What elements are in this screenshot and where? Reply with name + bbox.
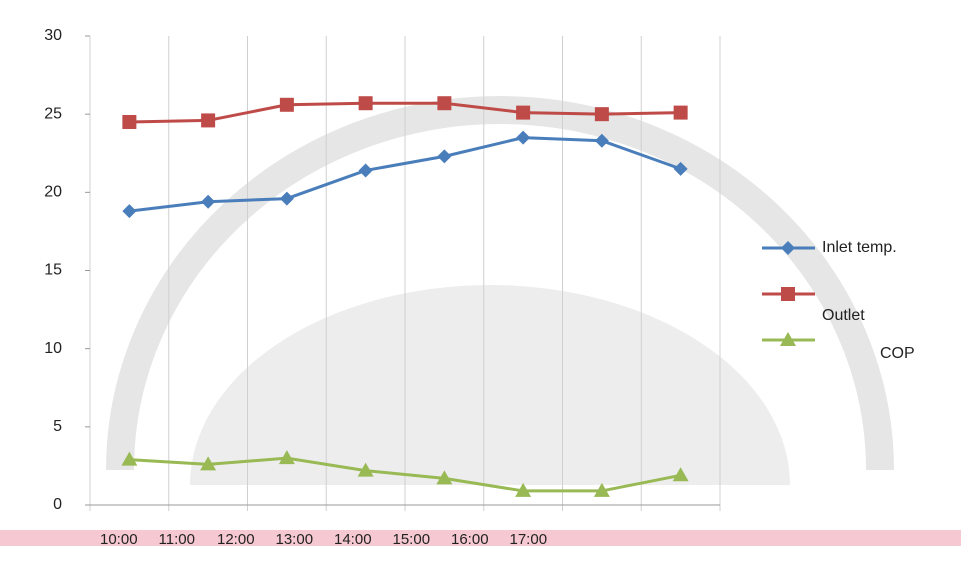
marker <box>201 194 216 209</box>
x-tick-label: 10:00 <box>100 531 138 548</box>
x-tick-label: 17:00 <box>510 531 548 548</box>
marker <box>436 470 453 485</box>
marker <box>781 287 795 301</box>
marker <box>437 96 452 111</box>
legend-label: COP <box>880 345 915 362</box>
marker <box>279 97 294 112</box>
y-tick-label: 25 <box>44 105 62 122</box>
legend-label: Inlet temp. <box>822 239 897 256</box>
watermark-band <box>0 530 961 546</box>
marker <box>437 149 452 164</box>
legend-label: Outlet <box>822 307 865 324</box>
marker <box>673 105 688 120</box>
watermark-dome <box>190 285 790 485</box>
y-tick-label: 20 <box>44 184 62 201</box>
marker <box>358 96 373 111</box>
marker <box>515 482 532 497</box>
x-tick-label: 13:00 <box>276 531 314 548</box>
x-tick-label: 11:00 <box>159 531 195 548</box>
marker <box>357 462 374 477</box>
marker <box>672 467 689 482</box>
marker <box>594 133 609 148</box>
y-tick-label: 15 <box>44 262 62 279</box>
marker <box>279 191 294 206</box>
series-line <box>129 136 682 213</box>
y-tick-label: 30 <box>44 27 62 44</box>
marker <box>516 130 531 145</box>
marker <box>122 114 137 129</box>
marker <box>781 241 795 255</box>
marker <box>122 204 137 219</box>
x-tick-label: 16:00 <box>451 531 489 548</box>
x-tick-label: 14:00 <box>334 531 372 548</box>
marker <box>358 163 373 178</box>
y-tick-label: 5 <box>53 418 62 435</box>
series-line <box>129 101 681 124</box>
marker <box>594 107 609 122</box>
marker <box>200 456 217 471</box>
x-tick-label: 12:00 <box>217 531 255 548</box>
y-tick-label: 10 <box>44 340 62 357</box>
x-tick-label: 15:00 <box>393 531 431 548</box>
marker <box>593 482 610 497</box>
marker <box>278 450 295 465</box>
marker <box>121 451 138 466</box>
y-tick-label: 0 <box>53 496 62 513</box>
marker <box>673 161 688 176</box>
marker <box>516 105 531 120</box>
marker <box>780 332 796 346</box>
marker <box>201 113 216 128</box>
series-line <box>129 456 681 493</box>
